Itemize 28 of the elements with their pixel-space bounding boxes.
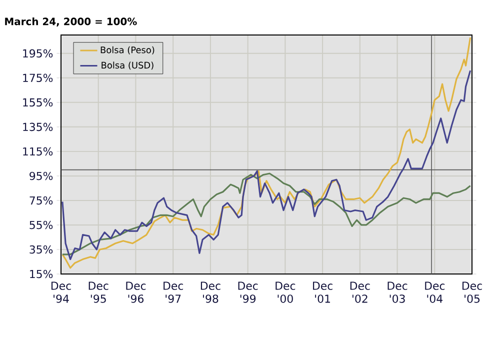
line-series (62, 172, 472, 256)
x-tick-label: Dec '04 (425, 282, 445, 303)
y-tick-label: 55% (30, 220, 53, 230)
line-series (62, 70, 472, 260)
chart-title: March 24, 2000 = 100% (5, 17, 137, 26)
y-tick-label: 155% (23, 98, 53, 107)
line-series (62, 36, 472, 269)
x-tick-label: Dec '95 (88, 282, 108, 303)
x-tick-label: Dec '97 (164, 282, 184, 303)
x-tick-label: Dec '05 (462, 282, 482, 303)
x-tick-label: Dec '01 (313, 282, 332, 303)
y-tick-label: 15% (30, 270, 53, 278)
x-tick-label: Dec '96 (126, 282, 146, 303)
y-tick-label: 35% (30, 245, 53, 254)
x-tick-label: Dec '02 (350, 282, 370, 303)
x-tick-label: Dec '99 (238, 282, 258, 303)
legend-label: Bolsa (Peso) (100, 46, 154, 54)
y-tick-label: 75% (30, 196, 53, 205)
x-tick-label: Dec '03 (388, 282, 408, 303)
y-tick-label: 195% (23, 49, 53, 58)
x-tick-label: Dec '00 (276, 282, 296, 303)
y-tick-label: 175% (23, 74, 53, 82)
x-tick-label: Dec '94 (51, 282, 71, 303)
y-tick-label: 135% (23, 122, 53, 132)
y-tick-label: 95% (30, 172, 53, 180)
y-tick-label: 115% (23, 147, 53, 156)
x-tick-label: Dec '98 (200, 282, 220, 303)
legend-label: Bolsa (USD) (102, 62, 154, 70)
